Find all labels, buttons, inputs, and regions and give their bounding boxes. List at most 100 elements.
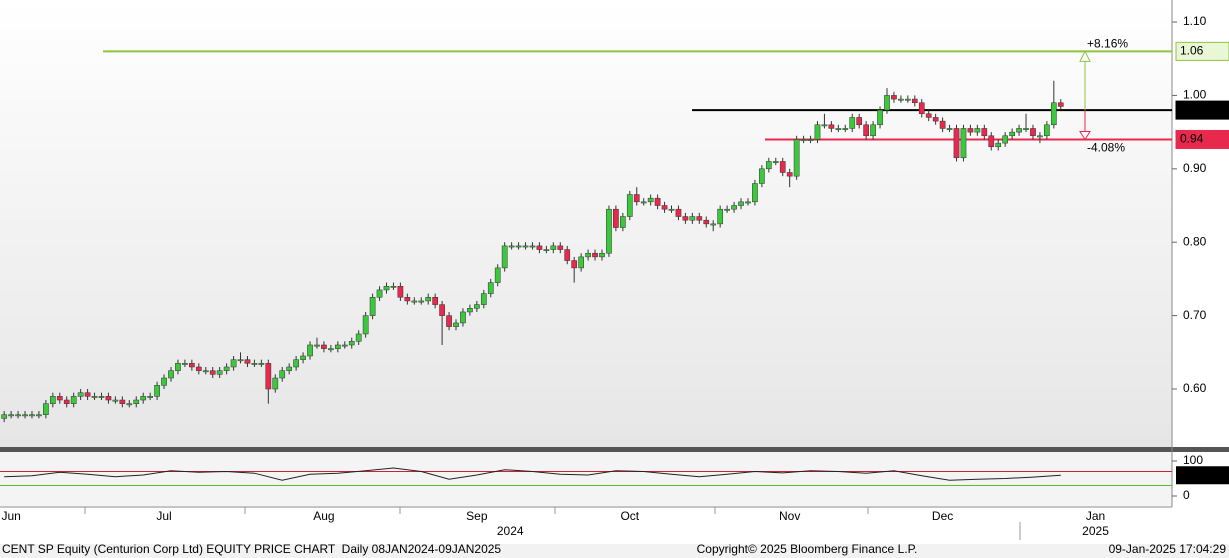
x-tick-label: Aug (313, 509, 334, 523)
candle-body (22, 414, 28, 417)
candle-body (571, 260, 578, 269)
candle-body (849, 117, 856, 129)
candle-body (759, 168, 765, 184)
candle-body (863, 124, 869, 137)
candle-body (161, 377, 167, 386)
level-tag: 0.94 (1180, 132, 1204, 146)
candle-body (675, 208, 682, 217)
candle-body (175, 363, 181, 371)
candle-body (626, 194, 633, 217)
candle-body (140, 396, 147, 401)
candle-body (63, 399, 70, 404)
year-label: 2024 (497, 524, 524, 538)
candle-body (578, 256, 584, 269)
level-tag: 0.98 (1180, 102, 1204, 116)
level-tag: 1.06 (1180, 44, 1204, 58)
candle-body (1023, 128, 1029, 130)
candle-body (467, 308, 473, 313)
candle-body (293, 359, 299, 368)
candle-body (70, 396, 77, 404)
candle-body (154, 385, 160, 397)
x-tick-label: Sep (466, 509, 488, 523)
candle-body (640, 201, 647, 204)
down-percent: -4.08% (1087, 141, 1125, 155)
candle-body (988, 135, 995, 148)
candle-body (599, 252, 605, 258)
candle-body (738, 201, 744, 206)
candle-body (425, 297, 432, 302)
candle-body (765, 161, 772, 170)
candle-body (314, 344, 320, 347)
candle-body (543, 249, 550, 252)
candle-body (286, 366, 293, 371)
x-tick-label: Jul (156, 509, 171, 523)
candle-body (474, 304, 480, 309)
candle-body (800, 139, 807, 141)
x-tick-label: Nov (779, 509, 800, 523)
candle-body (376, 289, 383, 298)
candle-body (126, 403, 133, 406)
up-percent: +8.16% (1087, 37, 1128, 51)
candle-body (279, 370, 286, 379)
month-separators (84, 507, 1021, 540)
candle-body (529, 245, 536, 248)
candle-body (501, 245, 508, 269)
y-tick-label: 0.70 (1183, 308, 1207, 322)
candle-body (939, 120, 946, 129)
copyright: Copyright© 2025 Bloomberg Finance L.P. (697, 542, 918, 556)
level-tag-box (1175, 100, 1229, 120)
candle-body (752, 183, 758, 203)
footer-title: CENT SP Equity (Centurion Corp Ltd) EQUI… (2, 542, 501, 556)
candle-body (877, 109, 883, 126)
candle-body (43, 403, 49, 415)
candle-body (334, 344, 341, 349)
candle-body (390, 286, 397, 288)
candle-body (536, 245, 543, 250)
candle-body (717, 208, 724, 225)
candle-body (1037, 135, 1043, 138)
candle-body (981, 128, 988, 137)
candle-body (453, 322, 459, 327)
candle-body (967, 128, 974, 133)
candle-body (195, 366, 202, 371)
candle-body (29, 414, 35, 417)
candle-body (606, 208, 612, 254)
candle-body (487, 282, 494, 294)
candle-body (383, 286, 390, 291)
candle-body (56, 396, 63, 401)
candle-body (647, 197, 654, 203)
candle-body (668, 208, 675, 211)
candle-body (418, 300, 425, 303)
candle-body (439, 304, 445, 316)
x-tick-label: Dec (932, 509, 953, 523)
candle-body (585, 252, 591, 258)
candle-body (182, 363, 188, 365)
candle-body (724, 208, 730, 211)
candle-body (432, 297, 439, 305)
candle-body (404, 297, 411, 302)
indicator-tag-box (1176, 466, 1229, 485)
candle-body (8, 414, 14, 417)
candle-body (105, 396, 112, 401)
candle-body (98, 396, 105, 398)
candle-body (1044, 124, 1050, 137)
candle-body (564, 249, 571, 261)
candle-body (168, 370, 174, 379)
candle-body (112, 399, 119, 402)
candle-body (918, 102, 925, 115)
candle-body (77, 392, 84, 397)
candle-body (960, 128, 967, 159)
candle-body (397, 286, 404, 298)
candle-body (661, 205, 668, 210)
candle-body (696, 216, 703, 221)
candle-body (362, 315, 369, 335)
marks: 1.10 1.00 0.90 0.80 0.70 0.60 Jun Jul Aug Sep Oct N… (0, 14, 1229, 538)
candle-body (1030, 128, 1036, 137)
candle-body (480, 293, 487, 305)
candle-body (891, 95, 897, 100)
candle-body (230, 359, 237, 368)
candle-body (1050, 102, 1057, 126)
candle-body (515, 245, 522, 248)
x-tick-label: Oct (620, 509, 639, 523)
